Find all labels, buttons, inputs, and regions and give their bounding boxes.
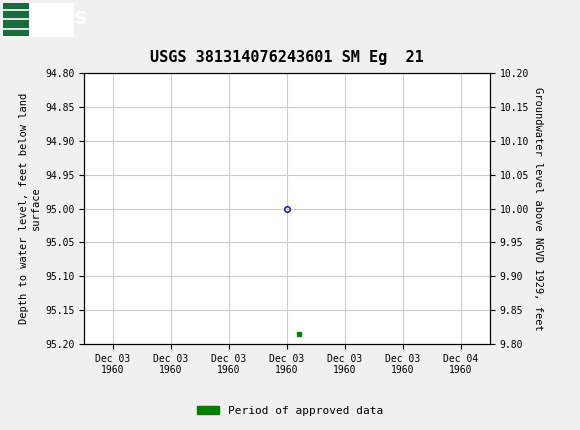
Title: USGS 381314076243601 SM Eg  21: USGS 381314076243601 SM Eg 21 xyxy=(150,50,424,65)
Bar xyxy=(3,3,72,36)
Legend: Period of approved data: Period of approved data xyxy=(193,401,387,420)
Text: USGS: USGS xyxy=(32,10,87,28)
Bar xyxy=(3,3,29,36)
Y-axis label: Groundwater level above NGVD 1929, feet: Groundwater level above NGVD 1929, feet xyxy=(534,87,543,330)
Y-axis label: Depth to water level, feet below land
surface: Depth to water level, feet below land su… xyxy=(19,93,41,324)
